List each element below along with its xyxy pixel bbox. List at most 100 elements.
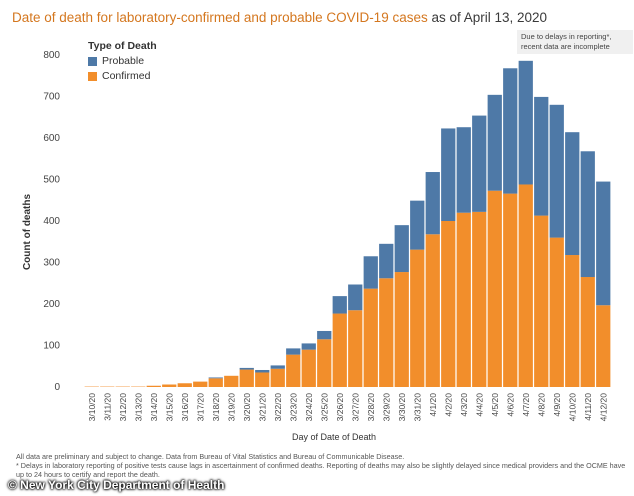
bar-probable[interactable] — [456, 127, 471, 213]
bar-probable[interactable] — [410, 200, 425, 250]
footnotes: All data are preliminary and subject to … — [16, 452, 626, 479]
x-tick-label: 3/16/20 — [180, 393, 190, 422]
bar-confirmed[interactable] — [146, 385, 161, 387]
bar-probable[interactable] — [394, 225, 409, 273]
bar-probable[interactable] — [441, 128, 456, 221]
bar-confirmed[interactable] — [317, 339, 332, 387]
x-tick-label: 3/10/20 — [87, 393, 97, 422]
legend-item-probable[interactable]: Probable — [88, 55, 157, 67]
x-tick-label: 4/9/20 — [552, 393, 562, 417]
bar-confirmed[interactable] — [394, 272, 409, 387]
x-tick-label: 3/25/20 — [319, 393, 329, 422]
bar-confirmed[interactable] — [193, 381, 208, 387]
x-tick-label: 3/21/20 — [257, 393, 267, 422]
bar-probable[interactable] — [270, 365, 285, 369]
bar-probable[interactable] — [549, 104, 564, 238]
bar-probable[interactable] — [317, 330, 332, 340]
bar-probable[interactable] — [239, 367, 254, 370]
x-tick-label: 4/2/20 — [443, 393, 453, 417]
bar-probable[interactable] — [596, 181, 611, 306]
x-tick-label: 4/1/20 — [428, 393, 438, 417]
bar-confirmed[interactable] — [565, 255, 580, 387]
bar-confirmed[interactable] — [534, 215, 549, 387]
bar-confirmed[interactable] — [549, 237, 564, 387]
y-tick-label: 600 — [43, 133, 60, 144]
bar-probable[interactable] — [580, 151, 595, 278]
bar-confirmed[interactable] — [301, 349, 316, 387]
bar-confirmed[interactable] — [596, 305, 611, 387]
watermark: © New York City Department of Health — [8, 478, 225, 492]
x-tick-label: 3/29/20 — [381, 393, 391, 422]
bar-layer — [84, 60, 611, 388]
chart-title-suffix: as of April 13, 2020 — [427, 10, 548, 25]
legend-item-confirmed[interactable]: Confirmed — [88, 70, 157, 82]
y-tick-label: 400 — [43, 216, 60, 227]
bar-confirmed[interactable] — [177, 383, 192, 387]
x-tick-label: 3/31/20 — [412, 393, 422, 422]
bar-probable[interactable] — [518, 60, 533, 185]
bar-probable[interactable] — [503, 68, 518, 194]
x-tick-label: 3/13/20 — [133, 393, 143, 422]
bar-confirmed[interactable] — [441, 221, 456, 387]
x-tick-label: 3/19/20 — [226, 393, 236, 422]
bar-probable[interactable] — [379, 243, 394, 279]
bar-probable[interactable] — [348, 284, 363, 311]
bar-confirmed[interactable] — [208, 378, 223, 387]
x-tick-label: 4/7/20 — [521, 393, 531, 417]
bar-probable[interactable] — [534, 96, 549, 216]
x-tick-label: 3/27/20 — [350, 393, 360, 422]
bar-confirmed[interactable] — [332, 313, 347, 387]
x-tick-label: 3/28/20 — [366, 393, 376, 422]
bar-probable[interactable] — [472, 115, 487, 212]
bar-probable[interactable] — [255, 369, 270, 373]
x-tick-label: 3/15/20 — [164, 393, 174, 422]
legend-swatch-confirmed — [88, 71, 97, 81]
bar-confirmed[interactable] — [348, 310, 363, 388]
bar-confirmed[interactable] — [580, 277, 595, 387]
y-tick-label: 500 — [43, 175, 60, 186]
bar-confirmed[interactable] — [286, 354, 301, 387]
x-tick-label: 3/26/20 — [335, 393, 345, 422]
y-tick-label: 700 — [43, 92, 60, 103]
bar-confirmed[interactable] — [224, 375, 239, 388]
bar-probable[interactable] — [208, 377, 223, 379]
incomplete-data-note: Due to delays in reporting*, recent data… — [517, 30, 633, 54]
bar-probable[interactable] — [425, 172, 440, 235]
bar-probable[interactable] — [332, 296, 347, 314]
x-tick-label: 3/23/20 — [288, 393, 298, 422]
y-tick-label: 100 — [43, 341, 60, 352]
bar-probable[interactable] — [363, 256, 378, 289]
bar-probable[interactable] — [301, 343, 316, 350]
bar-confirmed[interactable] — [503, 193, 518, 387]
bar-probable[interactable] — [565, 132, 580, 256]
x-tick-label: 4/5/20 — [490, 393, 500, 417]
bar-probable[interactable] — [286, 348, 301, 355]
y-axis: 0 100 200 300 400 500 600 700 800 — [43, 50, 60, 393]
bar-confirmed[interactable] — [239, 369, 254, 387]
x-tick-label: 3/17/20 — [195, 393, 205, 422]
x-tick-label: 3/22/20 — [273, 393, 283, 422]
legend-label-probable: Probable — [102, 55, 145, 67]
bar-confirmed[interactable] — [255, 372, 270, 388]
y-tick-label: 800 — [43, 50, 60, 61]
x-tick-label: 4/11/20 — [583, 393, 593, 421]
bar-confirmed[interactable] — [379, 278, 394, 387]
bar-confirmed[interactable] — [518, 184, 533, 387]
x-tick-label: 4/4/20 — [474, 393, 484, 417]
bar-confirmed[interactable] — [410, 249, 425, 387]
y-tick-label: 200 — [43, 299, 60, 310]
legend: Type of Death Probable Confirmed — [88, 40, 157, 82]
bar-confirmed[interactable] — [472, 211, 487, 387]
x-axis: 3/10/20 3/11/20 3/12/20 3/13/20 3/14/20 3/15/… — [87, 393, 609, 422]
bar-confirmed[interactable] — [270, 368, 285, 387]
bar-confirmed[interactable] — [456, 212, 471, 387]
bar-confirmed[interactable] — [363, 288, 378, 387]
bar-confirmed[interactable] — [487, 190, 502, 387]
bar-confirmed[interactable] — [162, 384, 177, 387]
bar-confirmed[interactable] — [425, 234, 440, 387]
x-tick-label: 4/10/20 — [567, 393, 577, 422]
legend-label-confirmed: Confirmed — [102, 70, 151, 82]
bar-probable[interactable] — [487, 94, 502, 191]
chart-title: Date of death for laboratory-confirmed a… — [12, 10, 547, 25]
